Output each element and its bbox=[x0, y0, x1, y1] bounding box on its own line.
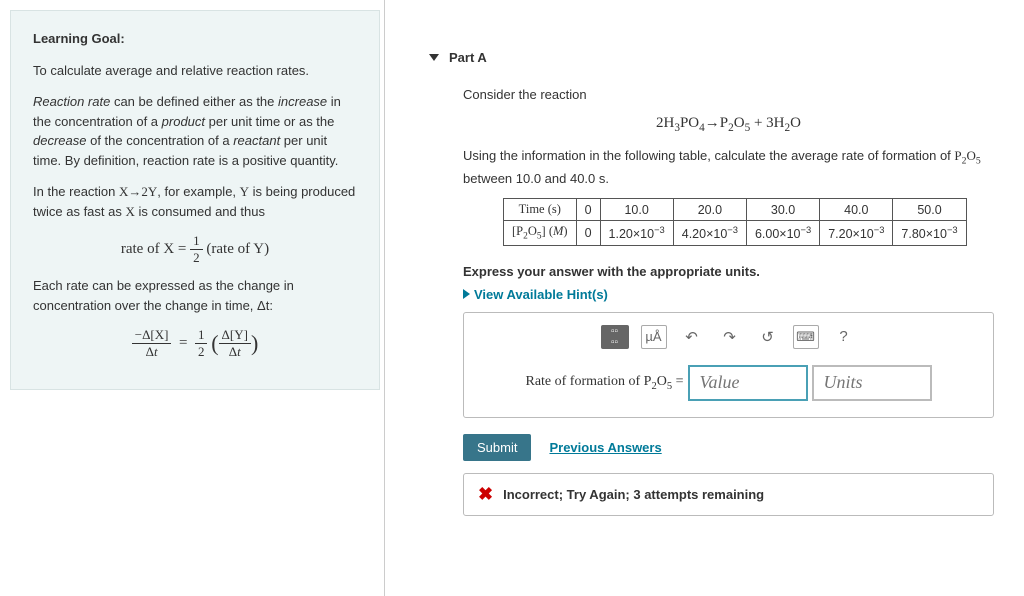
answer-box: ▫▫▫▫ µÅ ↶ ↷ ↺ ⌨ ? Rate of formation of P… bbox=[463, 312, 994, 418]
reset-icon[interactable]: ↺ bbox=[755, 325, 781, 349]
value-input[interactable] bbox=[688, 365, 808, 401]
hints-toggle[interactable]: View Available Hint(s) bbox=[463, 287, 994, 302]
rate-equation-2: −Δ[X]Δt = 12 (Δ[Y]Δt) bbox=[33, 327, 357, 360]
error-icon: ✖ bbox=[478, 484, 493, 505]
input-label: Rate of formation of P2O5 = bbox=[525, 374, 683, 392]
consider-text: Consider the reaction bbox=[463, 85, 994, 105]
data-table: Time (s) 0 10.0 20.0 30.0 40.0 50.0 [P2O… bbox=[503, 198, 967, 246]
panel-divider bbox=[384, 0, 385, 596]
answer-instruction: Express your answer with the appropriate… bbox=[463, 264, 994, 279]
template-icon[interactable]: ▫▫▫▫ bbox=[601, 325, 629, 349]
goal-text: To calculate average and relative reacti… bbox=[33, 61, 357, 81]
keyboard-icon[interactable]: ⌨ bbox=[793, 325, 819, 349]
answer-input-row: Rate of formation of P2O5 = bbox=[478, 365, 979, 401]
learning-goal-panel: Learning Goal: To calculate average and … bbox=[10, 10, 380, 390]
question-desc: Using the information in the following t… bbox=[463, 146, 994, 189]
question-panel: Part A Consider the reaction 2H3PO4→P2O5… bbox=[389, 0, 1024, 596]
units-input[interactable] bbox=[812, 365, 932, 401]
example-text: In the reaction X→2Y, for example, Y is … bbox=[33, 182, 357, 221]
undo-icon[interactable]: ↶ bbox=[679, 325, 705, 349]
collapse-icon[interactable] bbox=[429, 54, 439, 61]
redo-icon[interactable]: ↷ bbox=[717, 325, 743, 349]
answer-toolbar: ▫▫▫▫ µÅ ↶ ↷ ↺ ⌨ ? bbox=[478, 325, 979, 349]
learning-goal-title: Learning Goal: bbox=[33, 29, 357, 49]
reaction-equation: 2H3PO4→P2O5 + 3H2O bbox=[463, 115, 994, 134]
help-icon[interactable]: ? bbox=[831, 325, 857, 349]
table-row: Time (s) 0 10.0 20.0 30.0 40.0 50.0 bbox=[504, 199, 967, 221]
submit-row: Submit Previous Answers bbox=[463, 434, 994, 461]
feedback-text: Incorrect; Try Again; 3 attempts remaini… bbox=[503, 487, 764, 502]
chevron-right-icon bbox=[463, 289, 470, 299]
previous-answers-link[interactable]: Previous Answers bbox=[549, 440, 661, 455]
table-row: [P2O5] (M) 0 1.20×10−3 4.20×10−3 6.00×10… bbox=[504, 221, 967, 246]
part-header[interactable]: Part A bbox=[429, 50, 994, 65]
part-title: Part A bbox=[449, 50, 487, 65]
feedback-box: ✖ Incorrect; Try Again; 3 attempts remai… bbox=[463, 473, 994, 516]
submit-button[interactable]: Submit bbox=[463, 434, 531, 461]
change-text: Each rate can be expressed as the change… bbox=[33, 276, 357, 315]
definition-text: Reaction rate can be defined either as t… bbox=[33, 92, 357, 170]
units-menu-button[interactable]: µÅ bbox=[641, 325, 667, 349]
rate-equation-1: rate of X = 12 (rate of Y) bbox=[33, 233, 357, 266]
